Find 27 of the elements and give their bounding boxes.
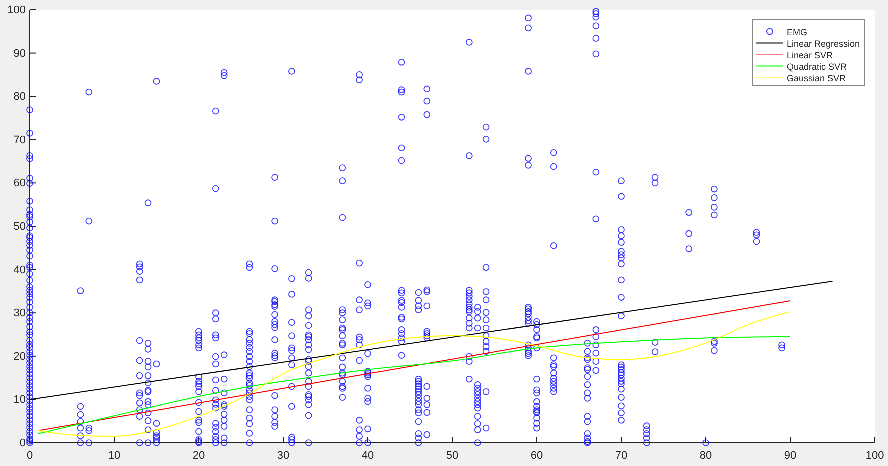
y-tick-label: 40 [14, 264, 26, 276]
legend-label: EMG [787, 27, 808, 38]
y-tick-label: 90 [14, 48, 26, 60]
legend-label: Linear SVR [787, 50, 834, 60]
y-tick-label: 100 [8, 4, 26, 17]
x-tick-label: 50 [446, 450, 459, 462]
y-tick-label: 50 [14, 221, 26, 234]
x-tick-label: 60 [530, 450, 544, 462]
y-tick-label: 10 [14, 394, 26, 406]
x-tick-label: 70 [615, 450, 628, 462]
x-tick-label: 80 [700, 450, 712, 462]
y-tick-label: 0 [20, 438, 26, 450]
legend-label: Quadratic SVR [787, 62, 848, 72]
y-tick-label: 30 [14, 308, 26, 320]
y-tick-label: 60 [14, 178, 26, 190]
x-tick-label: 20 [192, 450, 206, 462]
line-series [38, 336, 791, 434]
x-tick-label: 10 [108, 450, 121, 462]
legend-label: Linear Regression [787, 38, 860, 49]
legend-label: Gaussian SVR [787, 73, 847, 84]
x-tick-label: 30 [277, 450, 290, 462]
x-tick-label: 100 [866, 450, 884, 462]
x-tick-label: 90 [784, 450, 797, 462]
y-tick-label: 20 [14, 350, 26, 363]
y-tick-label: 70 [14, 134, 26, 146]
x-tick-label: 40 [362, 450, 374, 462]
y-tick-label: 80 [14, 91, 26, 104]
